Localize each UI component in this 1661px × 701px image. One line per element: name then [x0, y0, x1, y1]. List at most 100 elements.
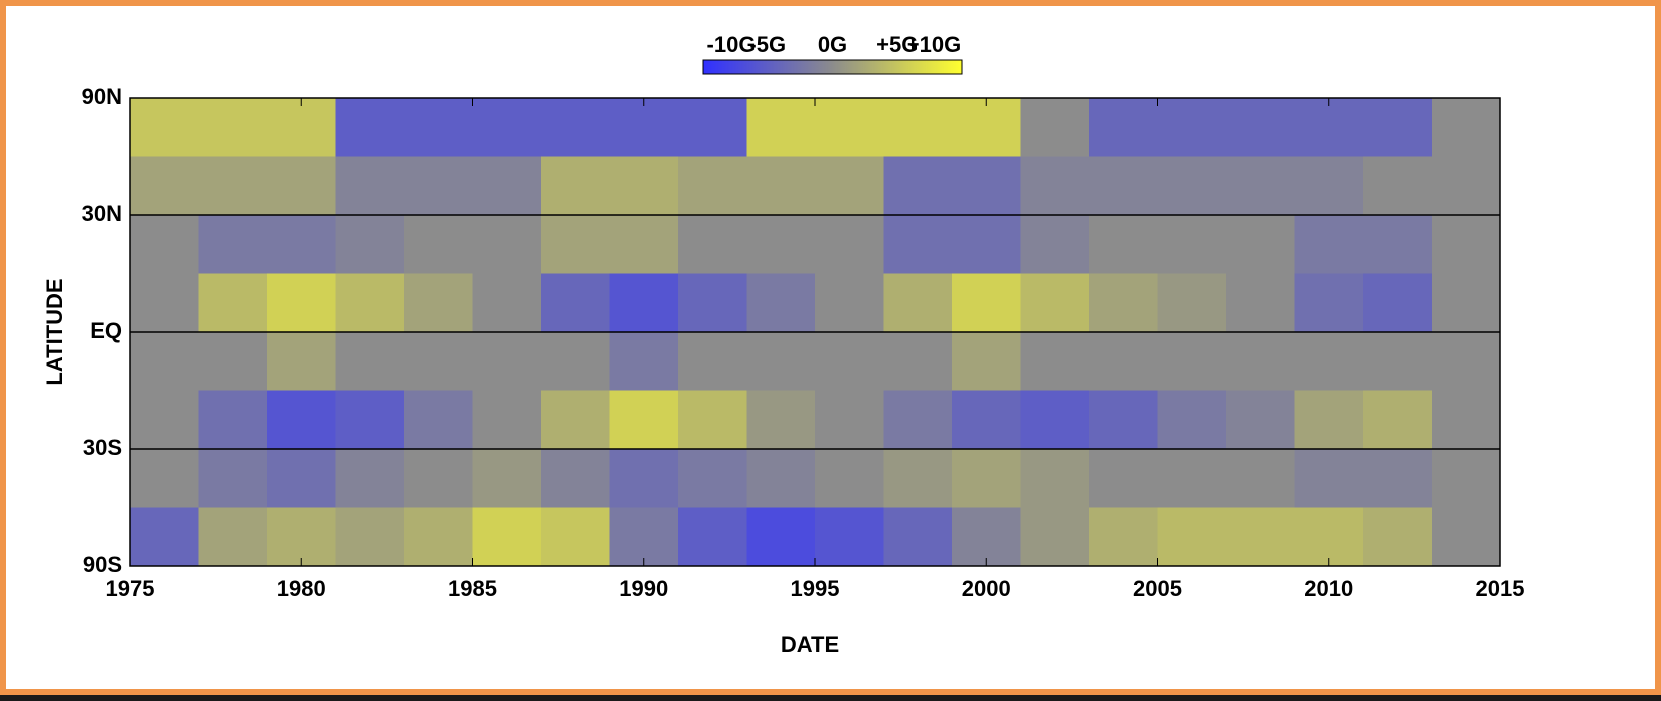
heatmap-cell	[335, 390, 405, 450]
heatmap-cell	[335, 156, 405, 216]
heatmap-cell	[609, 273, 679, 333]
heatmap-cell	[541, 390, 610, 450]
colorbar-tick-label: +10G	[907, 32, 961, 57]
y-tick-label: 90S	[83, 552, 122, 577]
heatmap-cell	[541, 449, 610, 508]
heatmap-cell	[883, 507, 953, 567]
heatmap-cell	[952, 215, 1021, 274]
heatmap-cell	[609, 98, 679, 157]
heatmap-cell	[130, 507, 199, 567]
plot-frame	[129, 97, 1501, 567]
heatmap-cell	[541, 156, 610, 216]
heatmap-cell	[198, 507, 268, 567]
heatmap-cell	[130, 332, 199, 391]
heatmap-cell	[1294, 156, 1364, 216]
heatmap-cell	[952, 98, 1021, 157]
heatmap-cell	[883, 390, 953, 450]
heatmap-cell	[267, 156, 336, 216]
heatmap-cell	[815, 215, 884, 274]
heatmap-cell	[1020, 215, 1090, 274]
heatmap-cell	[678, 507, 747, 567]
heatmap-cell	[1294, 507, 1364, 567]
heatmap-cell	[1363, 215, 1432, 274]
heatmap-cell	[404, 215, 473, 274]
heatmap-cell	[1363, 273, 1432, 333]
heatmap-cell	[1363, 156, 1432, 216]
heatmap-cell	[198, 390, 268, 450]
y-tick-label: 90N	[82, 84, 122, 109]
heatmap-cell	[883, 449, 953, 508]
heatmap-cell	[198, 98, 268, 157]
heatmap-cell	[1294, 215, 1364, 274]
heatmap-cell	[609, 507, 679, 567]
heatmap-cell	[883, 156, 953, 216]
heatmap-cell	[1294, 449, 1364, 508]
heatmap-cell	[678, 98, 747, 157]
heatmap-cell	[1363, 98, 1432, 157]
heatmap-cell	[678, 449, 747, 508]
heatmap-cell	[815, 390, 884, 450]
heatmap-cell	[1226, 390, 1295, 450]
heatmap-cell	[267, 449, 336, 508]
heatmap-cell	[1157, 98, 1227, 157]
heatmap-cell	[335, 98, 405, 157]
heatmap-cell	[1157, 215, 1227, 274]
heatmap-cell	[472, 273, 542, 333]
heatmap-cell	[472, 332, 542, 391]
heatmap-cell	[1294, 390, 1364, 450]
y-tick-label: 30S	[83, 435, 122, 460]
heatmap-cell	[1226, 507, 1295, 567]
colorbar-tick-label: -5G	[749, 32, 786, 57]
heatmap-cell	[952, 449, 1021, 508]
heatmap-cell	[952, 156, 1021, 216]
x-tick-label: 2015	[1476, 576, 1525, 601]
heatmap-cell	[609, 449, 679, 508]
heatmap-cell	[335, 332, 405, 391]
heatmap-cell	[335, 449, 405, 508]
heatmap-cell	[472, 507, 542, 567]
heatmap-cell	[1363, 332, 1432, 391]
heatmap-cell	[678, 332, 747, 391]
heatmap-cell	[472, 449, 542, 508]
heatmap-cell	[883, 273, 953, 333]
heatmap-cell	[1157, 507, 1227, 567]
heatmap-cell	[746, 215, 816, 274]
heatmap-cell	[335, 507, 405, 567]
heatmap-cell	[130, 390, 199, 450]
heatmap-cell	[678, 390, 747, 450]
heatmap-cell	[404, 273, 473, 333]
heatmap-cell	[267, 98, 336, 157]
heatmap-cell	[198, 215, 268, 274]
heatmap-cell	[883, 215, 953, 274]
heatmap-cell	[404, 98, 473, 157]
y-axis-label: LATITUDE	[42, 278, 67, 385]
heatmap-cell	[541, 98, 610, 157]
colorbar	[702, 59, 963, 75]
x-tick-label: 1975	[106, 576, 155, 601]
x-tick-label: 2000	[962, 576, 1011, 601]
heatmap-cell	[952, 390, 1021, 450]
heatmap-cell	[746, 332, 816, 391]
x-tick-label: 2010	[1304, 576, 1353, 601]
heatmap-cell	[815, 507, 884, 567]
heatmap-cell	[404, 332, 473, 391]
heatmap-cell	[609, 156, 679, 216]
heatmap-cell	[267, 273, 336, 333]
heatmap-cell	[815, 273, 884, 333]
heatmap-cell	[1157, 332, 1227, 391]
colorbar-tick-label: -10G	[707, 32, 756, 57]
heatmap-cell	[130, 98, 199, 157]
heatmap-cell	[952, 273, 1021, 333]
heatmap-cell	[1020, 156, 1090, 216]
heatmap-cell	[1020, 390, 1090, 450]
heatmap-cell	[1157, 449, 1227, 508]
heatmap-cell	[198, 273, 268, 333]
x-tick-label: 1990	[619, 576, 668, 601]
x-tick-label: 1980	[277, 576, 326, 601]
heatmap-cell	[404, 390, 473, 450]
heatmap-cell	[541, 332, 610, 391]
heatmap-cell	[678, 273, 747, 333]
heatmap-cell	[746, 390, 816, 450]
